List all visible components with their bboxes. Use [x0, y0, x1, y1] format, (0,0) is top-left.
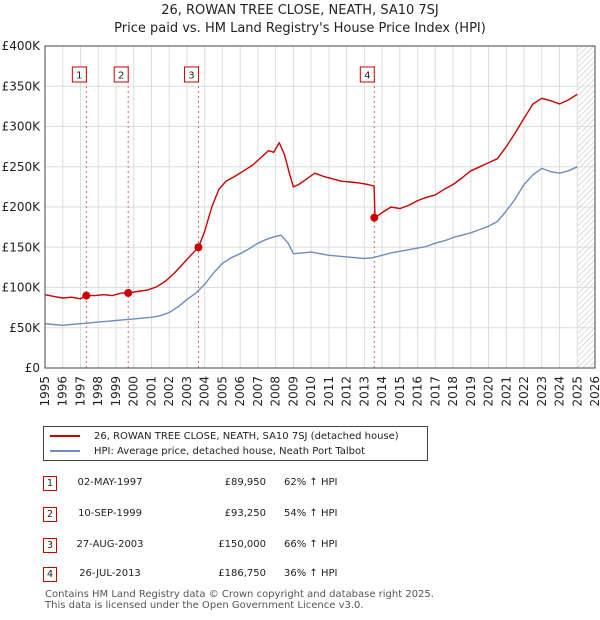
x-tick-label: 2023: [535, 376, 549, 407]
x-tick-label: 2003: [180, 376, 194, 407]
y-tick-label: £400K: [2, 39, 42, 53]
legend: 26, ROWAN TREE CLOSE, NEATH, SA10 7SJ (d…: [43, 426, 428, 461]
sale-point: [82, 291, 91, 300]
x-tick-label: 2024: [553, 376, 567, 407]
sale-date: 26-JUL-2013: [79, 568, 141, 579]
sale-price: £89,950: [224, 477, 266, 488]
footer-line-copyright: Contains HM Land Registry data © Crown c…: [45, 589, 434, 600]
y-tick-label: £250K: [2, 160, 42, 174]
y-tick-label: £350K: [2, 79, 42, 93]
hpi-series-line: [44, 166, 578, 326]
x-tick-label: 2006: [233, 376, 247, 407]
sale-date: 10-SEP-1999: [78, 508, 142, 519]
y-tick-label: £300K: [2, 120, 42, 134]
sale-hpi-change: 54% ↑ HPI: [284, 508, 338, 519]
sale-date: 27-AUG-2003: [76, 539, 144, 550]
x-tick-label: 2007: [251, 376, 265, 407]
sale-row: 4 26-JUL-2013 £186,750 36% ↑ HPI: [0, 567, 600, 587]
sale-number-badge: 3: [43, 538, 57, 553]
y-tick-label: £100K: [2, 281, 42, 295]
sale-price: £186,750: [218, 568, 266, 579]
sale-marker-box: [183, 66, 199, 83]
x-tick-label: 2000: [127, 376, 141, 407]
sale-marker-box: [113, 66, 129, 83]
x-tick-label: 2026: [588, 376, 600, 407]
sale-hpi-change: 66% ↑ HPI: [284, 539, 338, 550]
property-price-series-line: [44, 93, 578, 300]
sale-point: [124, 288, 133, 297]
x-tick-label: 2014: [375, 376, 389, 407]
legend-swatch-hpi: [50, 450, 80, 452]
footer-attribution: Contains HM Land Registry data © Crown c…: [45, 589, 434, 611]
x-tick-label: 1997: [73, 376, 87, 407]
x-tick-label: 2022: [517, 376, 531, 407]
legend-label-property: 26, ROWAN TREE CLOSE, NEATH, SA10 7SJ (d…: [94, 431, 399, 442]
sale-marker-label: 1: [76, 71, 82, 82]
x-tick-label: 2011: [322, 376, 336, 407]
x-tick-label: 2013: [357, 376, 371, 407]
x-tick-label: 2025: [570, 376, 584, 407]
sale-point: [194, 243, 203, 252]
x-tick-label: 2019: [464, 376, 478, 407]
sale-price: £93,250: [224, 508, 266, 519]
y-tick-label: £0: [25, 361, 40, 375]
x-tick-label: 1995: [38, 376, 52, 407]
x-tick-label: 1998: [91, 376, 105, 407]
sales-table: 1 02-MAY-1997 £89,950 62% ↑ HPI 2 10-SEP…: [0, 470, 600, 590]
sale-hpi-change: 36% ↑ HPI: [284, 568, 338, 579]
sale-point: [370, 213, 379, 222]
sale-marker-box: [71, 66, 87, 83]
sale-marker-label: 3: [188, 71, 194, 82]
x-tick-label: 1999: [109, 376, 123, 407]
legend-entry-property: 26, ROWAN TREE CLOSE, NEATH, SA10 7SJ (d…: [50, 430, 399, 444]
legend-label-hpi: HPI: Average price, detached house, Neat…: [94, 446, 366, 457]
x-tick-label: 2018: [446, 376, 460, 407]
sale-marker-box: [359, 66, 375, 83]
sale-price: £150,000: [218, 539, 266, 550]
sale-date: 02-MAY-1997: [77, 477, 143, 488]
x-tick-label: 2010: [304, 376, 318, 407]
footer-line-licence: This data is licensed under the Open Gov…: [45, 600, 364, 611]
sale-row: 3 27-AUG-2003 £150,000 66% ↑ HPI: [0, 538, 600, 558]
x-tick-label: 2001: [144, 376, 158, 407]
x-tick-label: 2016: [411, 376, 425, 407]
sale-row: 1 02-MAY-1997 £89,950 62% ↑ HPI: [0, 476, 600, 496]
sale-row: 2 10-SEP-1999 £93,250 54% ↑ HPI: [0, 507, 600, 527]
legend-entry-hpi: HPI: Average price, detached house, Neat…: [50, 445, 365, 459]
x-tick-label: 2020: [482, 376, 496, 407]
sale-number-badge: 1: [43, 476, 57, 491]
x-tick-label: 2015: [393, 376, 407, 407]
x-tick-label: 2012: [340, 376, 354, 407]
x-tick-label: 2017: [428, 376, 442, 407]
chart-title: 26, ROWAN TREE CLOSE, NEATH, SA10 7SJ: [161, 3, 439, 18]
x-tick-label: 1996: [56, 376, 70, 407]
sale-number-badge: 2: [43, 507, 57, 522]
sale-number-badge: 4: [43, 567, 57, 582]
y-tick-label: £50K: [9, 321, 41, 335]
plot-frame: [44, 45, 596, 369]
x-tick-label: 2002: [162, 376, 176, 407]
x-tick-label: 2021: [499, 376, 513, 407]
x-tick-label: 2004: [198, 376, 212, 407]
sale-hpi-change: 62% ↑ HPI: [284, 477, 338, 488]
y-tick-label: £150K: [2, 240, 42, 254]
x-tick-label: 2009: [286, 376, 300, 407]
x-tick-label: 2005: [215, 376, 229, 407]
x-tick-label: 2008: [269, 376, 283, 407]
sale-marker-label: 4: [364, 71, 370, 82]
chart-plot: £0 £50K £100K £150K £200K £250K £300K £350K £400…: [2, 39, 600, 407]
y-tick-label: £200K: [2, 200, 42, 214]
sale-marker-label: 2: [118, 71, 124, 82]
legend-swatch-property: [50, 435, 80, 437]
chart-subtitle: Price paid vs. HM Land Registry's House …: [114, 21, 486, 36]
